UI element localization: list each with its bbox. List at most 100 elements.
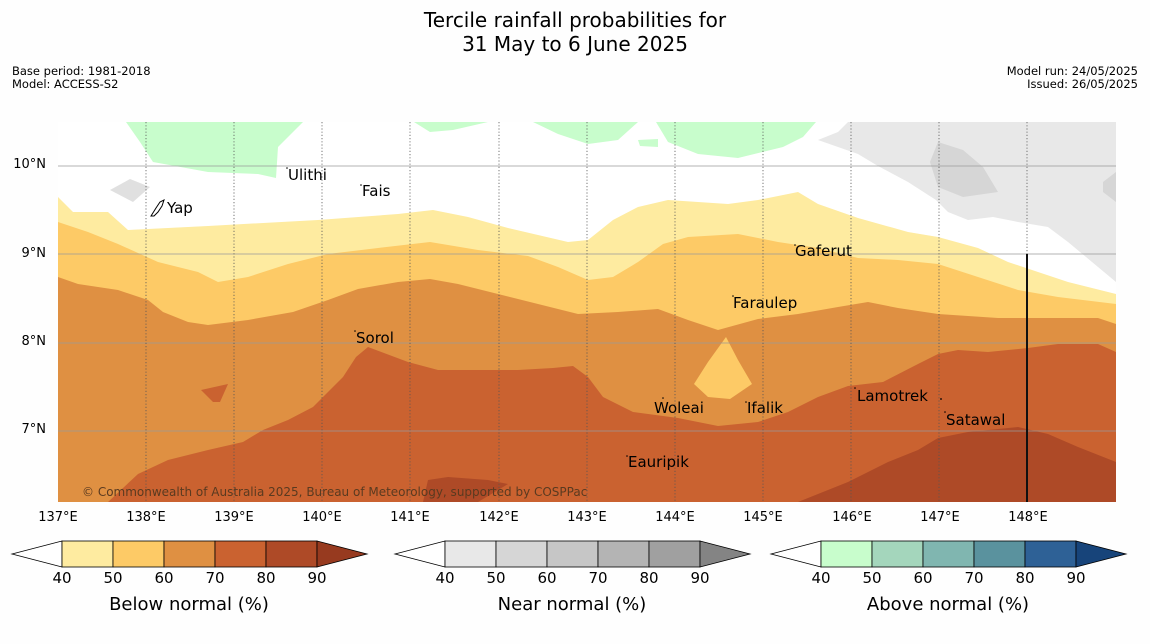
lon-label-148e: 148°E [1008,510,1048,525]
place-sorol: Sorol [356,329,394,347]
colorbar-tick-label: 40 [435,569,455,587]
colorbar-near-normal [393,540,752,568]
lon-label-146e: 146°E [832,510,872,525]
model-run: Model run: 24/05/2025 [1006,64,1138,78]
colorbar-tick-label: 80 [256,569,276,587]
meta-left: Base period: 1981-2018 Model: ACCESS-S2 [12,65,151,91]
island-dot [662,397,664,399]
credit-text: © Commonwealth of Australia 2025, Bureau… [82,485,588,499]
island-dot [732,295,734,297]
near-normal-region [1103,172,1116,202]
lat-label-8n: 8°N [21,334,47,349]
colorbar-segment [61,540,114,568]
above-normal-region [656,122,816,158]
colorbar-tick-label: 90 [307,569,327,587]
model-name: Model: ACCESS-S2 [12,77,119,91]
yap-island-icon [150,199,165,217]
lon-label-140e: 140°E [302,510,342,525]
colorbar-tick-label: 40 [811,569,831,587]
colorbar-tick-label: 60 [537,569,557,587]
above-normal-region [638,139,658,147]
rainfall-map [58,122,1116,502]
title-line-1: Tercile rainfall probabilities for [423,8,727,32]
legend-label-near-normal: Near normal (%) [497,594,647,615]
colorbar-segment [546,540,599,568]
lat-label-7n: 7°N [21,422,47,437]
island-dot [854,387,856,389]
island-dot [745,401,747,403]
lon-label-147e: 147°E [920,510,960,525]
colorbar-left-extension [769,540,822,568]
lon-label-145e: 145°E [743,510,783,525]
lon-label-137e: 137°E [38,510,78,525]
legend-label-below-normal: Below normal (%) [109,594,269,615]
colorbar-tick-label: 70 [588,569,608,587]
place-eauripik: Eauripik [628,453,689,471]
island-dot [940,398,942,400]
colorbar-left-extension [10,540,63,568]
place-yap: Yap [167,199,193,217]
colorbar-segment [265,540,318,568]
below-normal-70-80 [108,344,1116,502]
colorbar-segment [973,540,1026,568]
colorbar-segment [112,540,165,568]
island-dot [626,455,628,457]
colorbar-segment [820,540,873,568]
colorbar-above-normal [769,540,1128,568]
colorbar-left-extension [393,540,446,568]
colorbar-tick-label: 80 [1015,569,1035,587]
base-period: Base period: 1981-2018 [12,64,151,78]
meta-right: Model run: 24/05/2025 Issued: 26/05/2025 [1007,65,1138,91]
lat-label-10n: 10°N [13,157,46,172]
lon-label-138e: 138°E [126,510,166,525]
colorbar-tick-label: 70 [964,569,984,587]
title-line-2: 31 May to 6 June 2025 [462,32,688,56]
place-gaferut: Gaferut [795,242,852,260]
place-ifalik: Ifalik [747,399,783,417]
colorbar-tick-label: 60 [154,569,174,587]
place-faraulep: Faraulep [733,294,798,312]
colorbar-segment [597,540,650,568]
near-normal-region [818,122,1116,282]
lon-label-143e: 143°E [567,510,607,525]
island-dot [794,244,796,246]
lon-label-139e: 139°E [214,510,254,525]
colorbar-tick-label: 50 [103,569,123,587]
lon-label-141e: 141°E [390,510,430,525]
colorbar-tick-label: 50 [486,569,506,587]
above-normal-region [414,122,488,132]
colorbar-right-extension [1075,540,1128,568]
colorbar-below-normal [10,540,369,568]
island-markers [286,167,946,457]
colorbar-segment [922,540,975,568]
colorbar-segment [444,540,497,568]
place-satawal: Satawal [946,411,1006,429]
map-title: Tercile rainfall probabilities for 31 Ma… [0,8,1150,56]
colorbar-tick-label: 90 [690,569,710,587]
below-normal-70-80 [201,384,228,402]
island-dot [354,330,356,332]
lat-label-9n: 9°N [21,246,47,261]
place-fais: Fais [362,182,391,200]
near-normal-region [930,142,998,197]
colorbar-right-extension [699,540,752,568]
colorbar-segment [871,540,924,568]
colorbar-tick-label: 50 [862,569,882,587]
colorbar-tick-label: 60 [913,569,933,587]
colorbar-tick-label: 40 [52,569,72,587]
lon-label-142e: 142°E [479,510,519,525]
colorbar-tick-label: 80 [639,569,659,587]
island-dot [286,167,288,169]
colorbar-right-extension [316,540,369,568]
above-normal-region [126,122,303,178]
colorbar-segment [495,540,548,568]
lon-label-144e: 144°E [655,510,695,525]
below-normal-80-90 [798,427,1116,502]
legend-label-above-normal: Above normal (%) [866,594,1030,615]
below-normal-80-90 [423,477,508,502]
colorbar-segment [1024,540,1077,568]
place-woleai: Woleai [654,399,704,417]
colorbar-segment [214,540,267,568]
place-lamotrek: Lamotrek [857,387,928,405]
below-normal-50-60 [694,337,752,399]
